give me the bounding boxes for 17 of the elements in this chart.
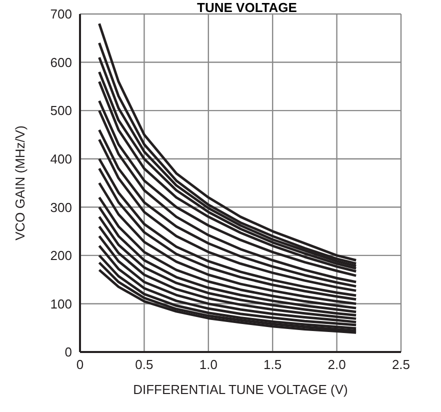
- y-tick-label: 600: [50, 54, 72, 70]
- y-tick-label: 700: [50, 6, 72, 22]
- x-tick-label: 0.5: [135, 357, 154, 372]
- y-tick-label: 400: [50, 151, 72, 166]
- y-tick-label: 200: [50, 248, 72, 264]
- x-tick-label: 2.0: [328, 357, 346, 372]
- x-axis-title: DIFFERENTIAL TUNE VOLTAGE (V): [133, 382, 348, 397]
- y-tick-label: 100: [50, 296, 72, 312]
- y-tick-label: 0: [64, 344, 72, 360]
- y-tick-label: 300: [50, 200, 72, 215]
- x-tick-label: 1.5: [264, 357, 282, 372]
- y-tick-label: 500: [50, 103, 72, 118]
- x-tick-label: 1.0: [199, 357, 218, 372]
- chart-title: TUNE VOLTAGE: [196, 0, 298, 15]
- y-axis-title: VCO GAIN (MHz/V): [12, 126, 28, 240]
- x-tick-label: 0: [76, 357, 84, 372]
- x-tick-label: 2.5: [392, 357, 410, 372]
